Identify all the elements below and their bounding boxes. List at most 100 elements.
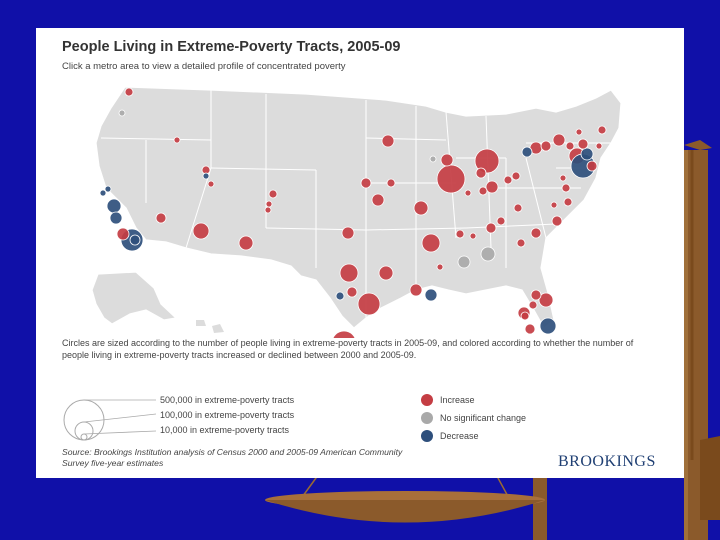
metro-circle-30[interactable] (371, 193, 385, 207)
metro-circle-42[interactable] (475, 167, 487, 179)
metro-circle-22[interactable] (339, 263, 359, 283)
no-change-dot-icon (421, 412, 433, 424)
metro-circle-63[interactable] (577, 138, 589, 150)
metro-circle-34[interactable] (480, 246, 496, 262)
metro-circle-70[interactable] (538, 292, 554, 308)
metro-circle-12[interactable] (173, 136, 181, 144)
metro-circle-26[interactable] (335, 291, 345, 301)
metro-circle-19[interactable] (264, 206, 272, 214)
metro-circle-8[interactable] (116, 227, 130, 241)
metro-circle-43[interactable] (485, 180, 499, 194)
metro-circle-23[interactable] (341, 226, 355, 240)
metro-circle-67[interactable] (563, 197, 573, 207)
size-legend: 500,000 in extreme-poverty tracts 100,00… (60, 394, 320, 442)
size-label-100k: 100,000 in extreme-poverty tracts (160, 410, 295, 420)
metro-circle-16[interactable] (238, 235, 254, 251)
circle-description: Circles are sized according to the numbe… (62, 338, 634, 360)
metro-circle-46[interactable] (455, 229, 465, 239)
us-landmass (95, 86, 622, 329)
map-figure: People Living in Extreme-Poverty Tracts,… (36, 28, 684, 478)
metro-circle-24[interactable] (378, 265, 394, 281)
metro-circle-65[interactable] (559, 174, 567, 182)
metro-circle-71[interactable] (530, 289, 542, 301)
metro-circle-66[interactable] (561, 183, 571, 193)
metro-circle-62[interactable] (580, 147, 594, 161)
size-circle-100k (74, 421, 94, 441)
metro-circle-33[interactable] (457, 255, 471, 269)
legend-no-change: No significant change (421, 412, 526, 424)
alaska (91, 271, 178, 325)
metro-circle-52[interactable] (530, 227, 542, 239)
hawaii (196, 320, 224, 333)
metro-circle-68[interactable] (551, 215, 563, 227)
metro-circle-78[interactable] (575, 128, 583, 136)
metro-circle-28[interactable] (386, 178, 396, 188)
decrease-dot-icon (421, 430, 433, 442)
metro-circle-54[interactable] (511, 171, 521, 181)
metro-circle-77[interactable] (565, 141, 575, 151)
legend-increase: Increase (421, 394, 475, 406)
legend-no-change-label: No significant change (440, 413, 527, 423)
metro-circle-29[interactable] (360, 177, 372, 189)
metro-circle-27[interactable] (381, 134, 395, 148)
us-map (91, 86, 622, 338)
metro-circle-21[interactable] (357, 292, 381, 316)
metro-circle-49[interactable] (496, 216, 506, 226)
metro-circle-3[interactable] (99, 189, 107, 197)
color-legend: Increase No significant change Decrease (421, 394, 621, 444)
metro-circle-69[interactable] (550, 201, 558, 209)
metro-circle-4[interactable] (104, 185, 112, 193)
metro-circle-76[interactable] (520, 311, 530, 321)
metro-circle-37[interactable] (436, 263, 444, 271)
metro-circle-18[interactable] (265, 200, 273, 208)
metro-circle-14[interactable] (202, 172, 210, 180)
metro-circle-2[interactable] (118, 109, 126, 117)
metro-circle-20[interactable] (332, 330, 356, 338)
metro-circle-17[interactable] (268, 189, 278, 199)
metro-circle-10[interactable] (192, 222, 210, 240)
metro-circle-5[interactable] (106, 198, 122, 214)
metro-circle-58[interactable] (552, 133, 566, 147)
metro-circle-35[interactable] (409, 283, 423, 297)
metro-circle-36[interactable] (424, 288, 438, 302)
metro-circle-79[interactable] (597, 125, 607, 135)
legend-increase-label: Increase (440, 395, 475, 405)
metro-circle-53[interactable] (503, 175, 513, 185)
metro-circle-61[interactable] (586, 160, 598, 172)
figure-title: People Living in Extreme-Poverty Tracts,… (62, 39, 401, 55)
metro-circle-25[interactable] (346, 286, 358, 298)
size-legend-circles (63, 399, 157, 441)
metro-circle-74[interactable] (524, 323, 536, 335)
source-note: Source: Brookings Institution analysis o… (62, 447, 403, 468)
increase-dot-icon (421, 394, 433, 406)
metro-circle-50[interactable] (513, 203, 523, 213)
metro-circle-57[interactable] (540, 140, 552, 152)
metro-circle-6[interactable] (109, 211, 123, 225)
metro-circle-56[interactable] (521, 146, 533, 158)
metro-circle-51[interactable] (516, 238, 526, 248)
metro-circle-64[interactable] (595, 142, 603, 150)
metro-circle-40[interactable] (440, 153, 454, 167)
metro-circles (99, 87, 607, 338)
metro-circle-75[interactable] (539, 317, 557, 335)
size-label-10k: 10,000 in extreme-poverty tracts (160, 425, 290, 435)
metro-circle-72[interactable] (528, 300, 538, 310)
metro-circle-41[interactable] (474, 148, 500, 174)
metro-circle-31[interactable] (413, 200, 429, 216)
legend-decrease: Decrease (421, 430, 479, 442)
legend-decrease-label: Decrease (440, 431, 479, 441)
size-label-500k: 500,000 in extreme-poverty tracts (160, 395, 295, 405)
metro-circle-47[interactable] (469, 232, 477, 240)
metro-circle-1[interactable] (124, 87, 134, 97)
metro-circle-9[interactable] (129, 234, 141, 246)
metro-circle-11[interactable] (155, 212, 167, 224)
metro-circle-32[interactable] (421, 233, 441, 253)
metro-circle-39[interactable] (429, 155, 437, 163)
metro-circle-48[interactable] (485, 222, 497, 234)
metro-circle-44[interactable] (478, 186, 488, 196)
metro-circle-15[interactable] (207, 180, 215, 188)
figure-subtitle: Click a metro area to view a detailed pr… (62, 61, 346, 72)
brookings-logo: BROOKINGS (558, 453, 656, 470)
metro-circle-38[interactable] (436, 164, 466, 194)
metro-circle-45[interactable] (464, 189, 472, 197)
